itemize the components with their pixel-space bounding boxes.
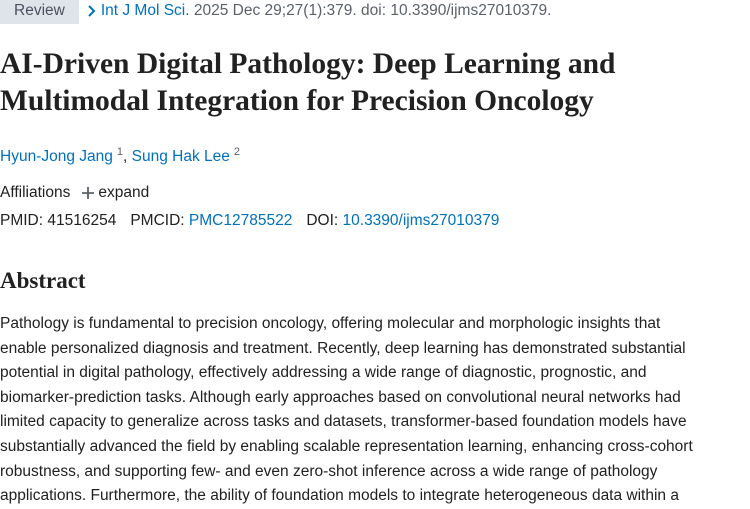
abstract-line: Pathology is fundamental to precision on… xyxy=(0,315,661,332)
abstract-line: limited capacity to generalize across ta… xyxy=(0,413,687,431)
identifier: PMCID: PMC12785522 xyxy=(130,212,292,229)
author-link[interactable]: Hyun-Jong Jang xyxy=(0,148,113,166)
identifier-label: PMCID: xyxy=(130,212,185,229)
abstract-line: potential in digital pathology, effectiv… xyxy=(0,364,647,382)
identifier: DOI: 10.3390/ijms27010379 xyxy=(306,212,499,229)
identifier: PMID: 41516254 xyxy=(0,212,116,229)
abstract-line: applications. Furthermore, the ability o… xyxy=(0,487,679,505)
identifier-value[interactable]: 10.3390/ijms27010379 xyxy=(342,212,500,229)
abstract-line: robustness, and supporting few- and even… xyxy=(0,462,658,480)
citation-bar: Review Int J Mol Sci. 2025 Dec 29;27(1):… xyxy=(0,0,551,25)
identifiers: PMID: 41516254 PMCID: PMC12785522 DOI: 10.… xyxy=(0,212,513,230)
abstract-line: enable personalized diagnosis and treatm… xyxy=(0,339,686,357)
identifier-label: PMID: xyxy=(0,212,44,229)
identifier-value: 41516254 xyxy=(47,212,117,229)
chevron-icon xyxy=(88,4,96,17)
affiliation-number: 2 xyxy=(233,146,240,158)
citation-details: 2025 Dec 29;27(1):379. doi: 10.3390/ijms… xyxy=(193,1,552,19)
affiliations-label: Affiliations xyxy=(0,184,71,201)
abstract-heading: Abstract xyxy=(0,268,86,293)
author-list: Hyun-Jong Jang 1, Sung Hak Lee 2 xyxy=(0,146,240,166)
article-title: AI-Driven Digital Pathology: Deep Learni… xyxy=(0,48,616,117)
identifier-value[interactable]: PMC12785522 xyxy=(188,212,293,229)
identifier-label: DOI: xyxy=(306,212,339,229)
abstract-line: substantially advanced the field by enab… xyxy=(0,437,693,455)
expand-toggle[interactable]: expand xyxy=(98,184,150,201)
affiliations: Affiliations expand xyxy=(0,184,149,202)
author-link[interactable]: Sung Hak Lee xyxy=(131,148,230,166)
author-separator: , xyxy=(123,148,128,166)
affiliation-number: 1 xyxy=(116,146,123,158)
article-type-badge: Review xyxy=(0,0,79,24)
journal-link[interactable]: Int J Mol Sci. xyxy=(100,1,190,19)
abstract-text: Pathology is fundamental to precision on… xyxy=(0,312,693,509)
abstract-line: biomarker-prediction tasks. Although ear… xyxy=(0,388,681,406)
plus-icon[interactable] xyxy=(82,187,95,199)
